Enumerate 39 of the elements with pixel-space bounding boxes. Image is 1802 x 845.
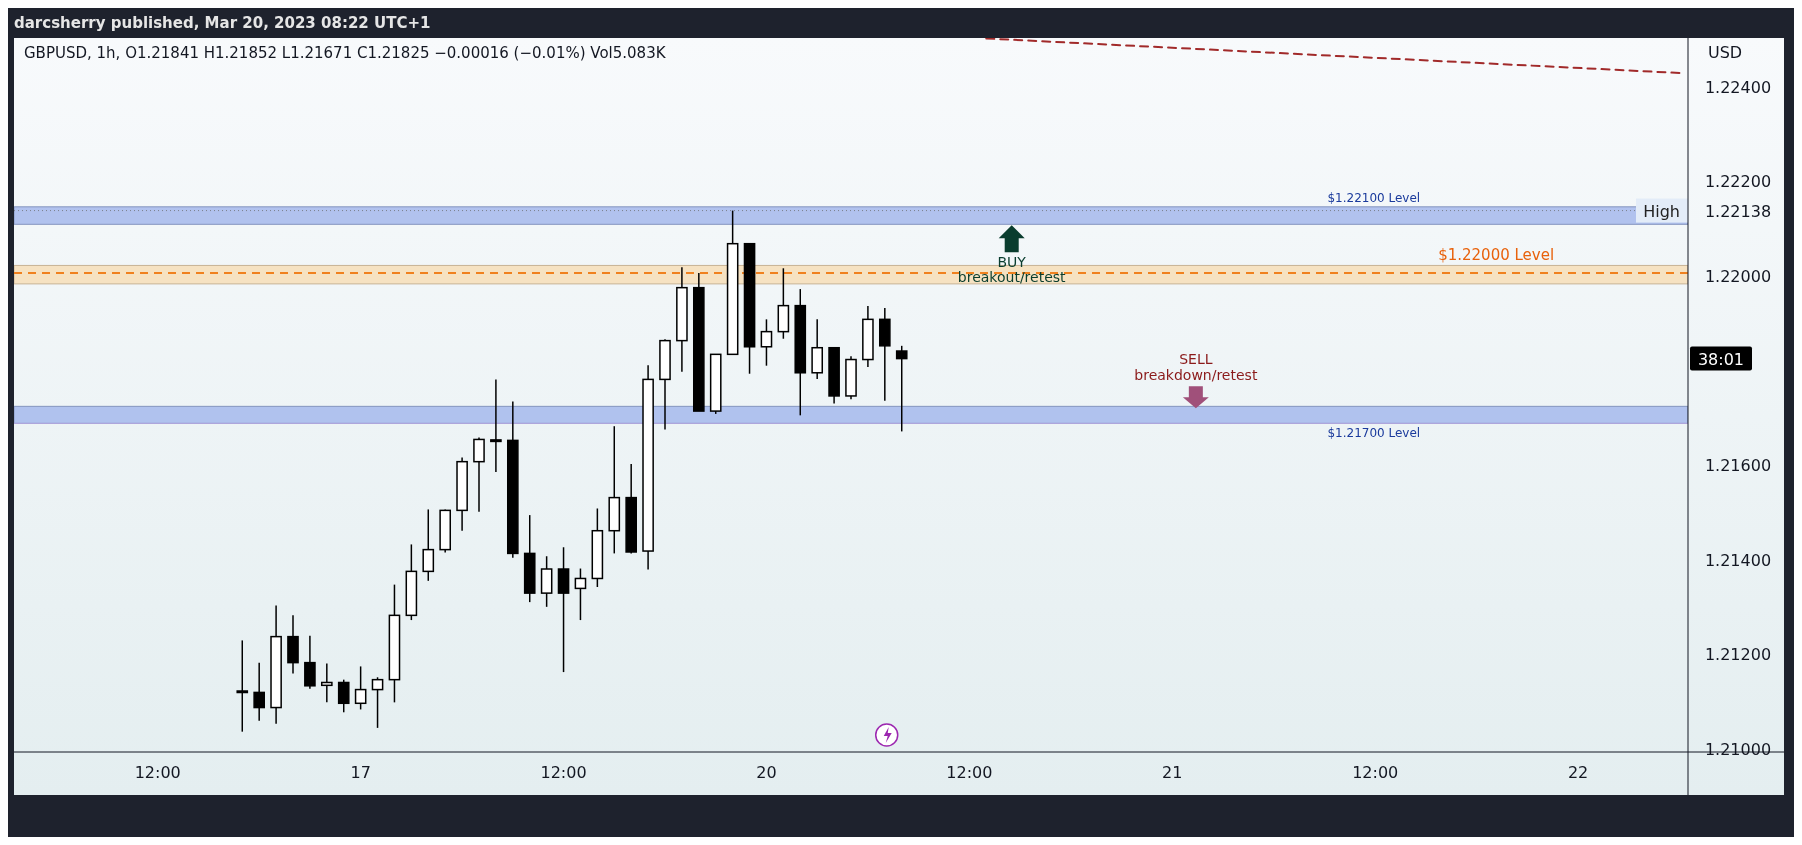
x-tick-label: 12:00 xyxy=(134,763,181,782)
chart-title: GBPUSD, 1h, O1.21841 H1.21852 L1.21671 C1.21825 −0.00016 (−0.01%) Vol5.083K xyxy=(24,44,667,62)
candlestick xyxy=(422,508,435,582)
annotation: breakdown/retest xyxy=(1134,367,1258,384)
band-label: $1.21700 Level xyxy=(1327,426,1421,441)
y-tick-label: 1.21600 xyxy=(1704,455,1772,475)
x-tick-label: 17 xyxy=(350,763,371,782)
candlestick xyxy=(895,345,908,433)
candlestick xyxy=(473,436,485,513)
x-tick-label: 22 xyxy=(1567,763,1589,782)
candlestick xyxy=(371,676,384,729)
candlestick xyxy=(574,567,587,621)
x-tick-label: 21 xyxy=(1162,763,1183,782)
candlestick xyxy=(337,678,350,714)
x-tick-label: 12:00 xyxy=(946,763,993,782)
candlestick xyxy=(490,378,502,473)
text: darcsherry published, Mar 20, 2023 08:22 UTC+1 xyxy=(14,14,431,32)
x-tick-label: 20 xyxy=(756,763,777,782)
y-tick-label: 1.22200 xyxy=(1704,172,1772,192)
candlestick xyxy=(236,639,249,733)
candlestick xyxy=(354,665,367,711)
band-label: $1.22100 Level xyxy=(1327,190,1421,205)
y-axis-title: USD xyxy=(1708,43,1743,62)
y-tick-label: 1.22138 xyxy=(1704,201,1772,221)
annotation: SELL xyxy=(1179,351,1213,368)
y-tick-label: 1.21200 xyxy=(1704,645,1772,665)
x-tick-label: 12:00 xyxy=(540,763,587,782)
text: 38:01 xyxy=(1697,349,1745,369)
y-tick-label: 1.21000 xyxy=(1704,739,1772,759)
candlestick xyxy=(321,662,333,704)
y-tick-label: 1.22000 xyxy=(1704,266,1772,286)
candlestick xyxy=(304,634,316,690)
band-label: $1.22000 Level xyxy=(1438,246,1555,265)
y-tick-label: 1.21400 xyxy=(1704,550,1772,570)
candlestick xyxy=(760,318,773,367)
y-tick-label: 1.22400 xyxy=(1704,77,1772,97)
candlestick xyxy=(253,661,265,722)
ref-line-label: High xyxy=(1643,201,1680,221)
x-tick-label: 12:00 xyxy=(1352,763,1399,782)
